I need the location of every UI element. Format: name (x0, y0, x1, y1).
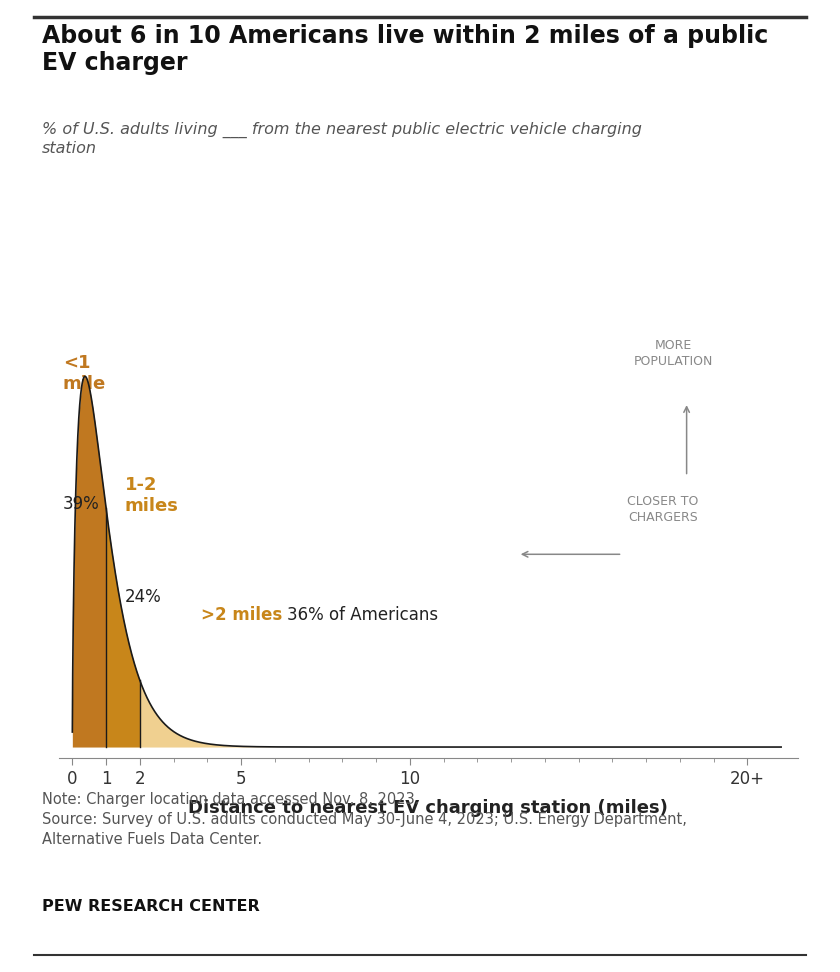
Text: MORE
POPULATION: MORE POPULATION (633, 339, 713, 368)
Text: <1
mile: <1 mile (63, 354, 106, 393)
Text: Note: Charger location data accessed Nov. 8, 2023.
Source: Survey of U.S. adults: Note: Charger location data accessed Nov… (42, 792, 687, 847)
Text: >2 miles: >2 miles (201, 607, 281, 624)
Text: % of U.S. adults living ___ from the nearest public electric vehicle charging
st: % of U.S. adults living ___ from the nea… (42, 122, 642, 156)
Text: PEW RESEARCH CENTER: PEW RESEARCH CENTER (42, 899, 260, 914)
Text: About 6 in 10 Americans live within 2 miles of a public
EV charger: About 6 in 10 Americans live within 2 mi… (42, 24, 769, 75)
Text: CLOSER TO
CHARGERS: CLOSER TO CHARGERS (627, 495, 699, 524)
Text: 36% of Americans: 36% of Americans (286, 607, 438, 624)
Text: 1-2
miles: 1-2 miles (124, 476, 178, 515)
X-axis label: Distance to nearest EV charging station (miles): Distance to nearest EV charging station … (188, 799, 669, 817)
Text: 24%: 24% (124, 588, 161, 606)
Text: 39%: 39% (63, 495, 100, 513)
